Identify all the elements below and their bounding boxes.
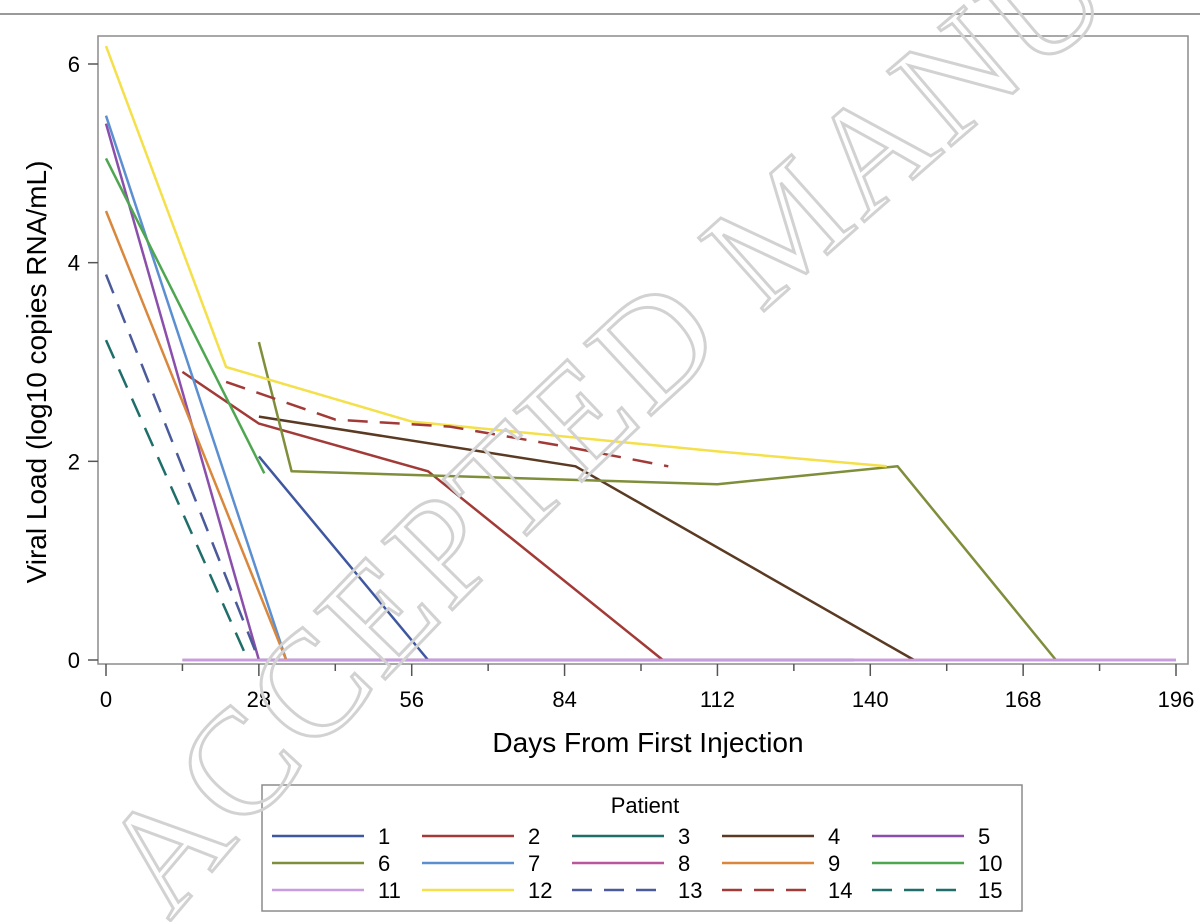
series-line-patient-13 [104,274,261,661]
x-tick-label: 196 [1158,687,1195,712]
legend-label-patient-13: 13 [678,878,702,903]
series-line-patient-12 [104,45,887,468]
legend-label-patient-7: 7 [528,851,540,876]
series-lines [104,45,1176,662]
x-axis-title: Days From First Injection [492,727,803,758]
x-axis: 0 28 56 84 112 140 168 196 [100,664,1194,712]
legend-box [261,784,1023,912]
legend-label-patient-4: 4 [828,824,840,849]
x-tick-label: 56 [399,687,423,712]
series-line-patient-15 [104,339,250,661]
series-line-patient-4 [258,415,915,662]
legend-label-patient-10: 10 [978,851,1002,876]
series-line-patient-1 [257,455,430,661]
x-tick-label: 140 [852,687,889,712]
plot-area-frame [97,35,1189,665]
legend-label-patient-15: 15 [978,878,1002,903]
legend-label-patient-1: 1 [378,824,390,849]
series-line-patient-14 [225,380,669,468]
x-tick-label: 84 [552,687,576,712]
y-tick-label: 2 [68,449,80,474]
series-line-patient-5 [104,123,261,661]
y-tick-label: 0 [68,648,80,673]
series-line-patient-9 [104,210,288,661]
series-line-patient-10 [104,157,266,474]
x-tick-label: 168 [1005,687,1042,712]
legend-label-patient-8: 8 [678,851,690,876]
legend-label-patient-14: 14 [828,878,852,903]
x-tick-label: 0 [100,687,112,712]
legend-label-patient-5: 5 [978,824,990,849]
series-line-patient-6 [257,341,1057,661]
legend-label-patient-3: 3 [678,824,690,849]
y-axis-title: Viral Load (log10 copies RNA/mL) [21,161,52,584]
legend-label-patient-2: 2 [528,824,540,849]
legend-label-patient-9: 9 [828,851,840,876]
legend-label-patient-11: 11 [378,878,401,903]
legend-title: Patient [611,793,680,818]
x-tick-label: 112 [700,687,735,712]
series-line-patient-2 [181,370,664,661]
legend-label-patient-6: 6 [378,851,390,876]
legend-label-patient-12: 12 [528,878,552,903]
y-tick-label: 6 [68,52,80,77]
series-line-patient-7 [104,115,288,661]
y-tick-label: 4 [68,251,80,276]
y-axis: 0 2 4 6 [68,52,98,673]
top-rule [0,13,1200,15]
x-tick-label: 28 [247,687,271,712]
